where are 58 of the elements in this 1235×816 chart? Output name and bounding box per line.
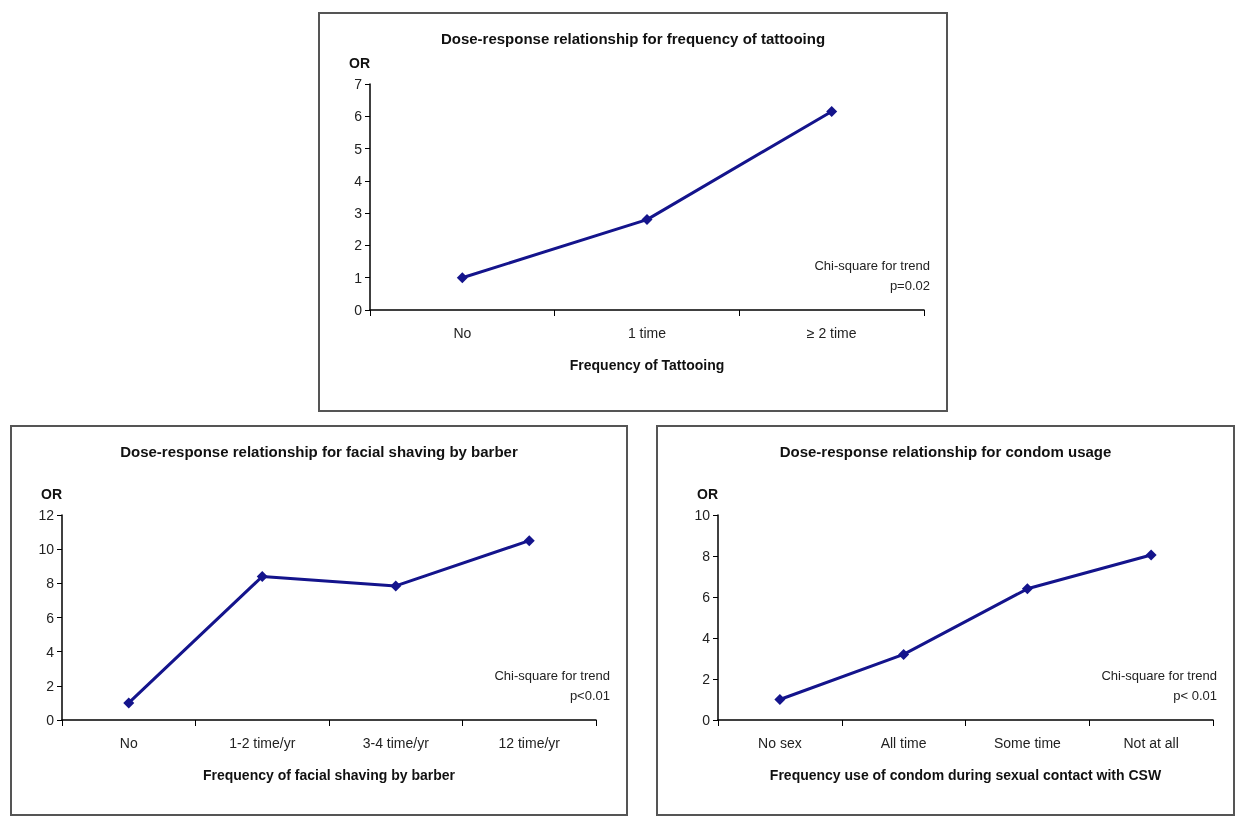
x-tick-label: 1-2 time/yr (229, 735, 296, 751)
chart-title: Dose-response relationship for facial shaving by barber (120, 443, 518, 460)
point (123, 697, 135, 709)
y-tick-label: 10 (694, 507, 711, 523)
y-tick-label: 0 (702, 712, 711, 728)
y-tick-label: 8 (702, 548, 711, 564)
point (1145, 549, 1157, 561)
y-tick-label: 0 (46, 712, 55, 728)
point (898, 648, 910, 660)
y-tick-label: 6 (354, 108, 363, 125)
y-tick-label: 4 (354, 172, 363, 189)
y-tick-label: 6 (702, 589, 711, 605)
point (523, 535, 535, 547)
chart-title: Dose-response relationship for frequency of tattooing (440, 30, 826, 47)
x-tick-label: ≥ 2 time (806, 325, 857, 341)
annotation: p=0.02 (889, 278, 930, 293)
y-axis-title: OR (41, 486, 62, 502)
annotation: Chi-square for trend (1101, 668, 1217, 683)
annotation: p< 0.01 (1173, 688, 1217, 703)
y-tick-label: 2 (46, 677, 55, 694)
y-tick-label: 12 (38, 507, 55, 523)
x-tick-label: No (119, 735, 138, 751)
y-axis-title: OR (697, 486, 718, 502)
x-axis-title: Frequency use of condom during sexual contact with CSW (769, 767, 1162, 783)
x-tick-label: Some time (993, 735, 1062, 751)
y-tick-label: 3 (354, 205, 363, 222)
y-tick-label: 2 (354, 237, 363, 254)
y-tick-label: 10 (38, 541, 55, 558)
annotation: p<0.01 (569, 688, 610, 703)
y-axis-title: OR (349, 55, 370, 71)
chart-title: Dose-response relationship for condom usage (779, 443, 1112, 460)
point (641, 214, 653, 226)
annotation: Chi-square for trend (814, 258, 930, 273)
y-tick-label: 7 (354, 76, 363, 92)
x-tick-label: 1 time (627, 325, 667, 341)
point (390, 580, 402, 592)
y-tick-label: 0 (354, 302, 363, 318)
x-tick-label: 12 time/yr (498, 735, 561, 751)
y-tick-label: 1 (354, 269, 363, 286)
y-tick-label: 4 (702, 630, 711, 646)
x-tick-label: All time (880, 735, 927, 751)
y-tick-label: 5 (354, 140, 363, 157)
y-tick-label: 6 (46, 609, 55, 626)
x-tick-label: Not at all (1123, 735, 1179, 751)
y-tick-label: 8 (46, 575, 55, 592)
y-tick-label: 4 (46, 643, 55, 660)
point (774, 694, 786, 705)
x-tick-label: 3-4 time/yr (362, 735, 430, 751)
annotation: Chi-square for trend (494, 668, 610, 683)
point (826, 105, 838, 117)
x-tick-label: No (453, 325, 472, 341)
point (1021, 583, 1033, 595)
point (456, 272, 468, 284)
y-tick-label: 2 (702, 671, 711, 687)
x-axis-title: Frequency of facial shaving by barber (202, 767, 456, 783)
x-axis-title: Frequency of Tattooing (569, 357, 725, 373)
point (256, 571, 268, 582)
x-tick-label: No sex (758, 735, 802, 751)
